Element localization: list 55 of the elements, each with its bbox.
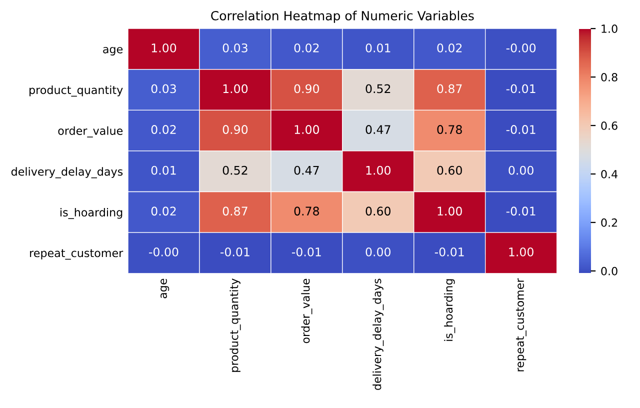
data-label: 0.60 [437, 166, 462, 175]
chart-title: Correlation Heatmap of Numeric Variables [211, 10, 474, 23]
data-label: 1.00 [152, 43, 176, 52]
x-tick-label: order_value [301, 278, 312, 344]
data-label: 0.52 [366, 84, 390, 94]
data-label: -0.00 [149, 247, 178, 256]
data-label: -0.01 [434, 247, 464, 256]
data-label: 0.03 [151, 84, 176, 94]
data-label: 1.00 [294, 125, 320, 134]
x-tick-label: delivery_delay_days [372, 278, 384, 390]
data-label: 0.01 [366, 43, 390, 52]
y-tick-label: repeat_customer [30, 249, 124, 260]
data-label: 0.87 [222, 206, 248, 216]
data-label: 1.00 [366, 166, 390, 175]
color-bar-label: 1.0 [602, 24, 618, 33]
data-label: 0.00 [508, 166, 534, 175]
data-label: 0.02 [294, 43, 319, 52]
data-label: 0.87 [437, 84, 462, 94]
y-tick-label: product_quantity [30, 86, 123, 97]
color-bar-label: 0.6 [601, 121, 618, 130]
data-label: 0.47 [366, 125, 390, 134]
x-tick-label: age [160, 278, 170, 298]
data-label: 0.01 [151, 166, 176, 175]
color-bar-label: 0.8 [601, 73, 618, 82]
data-label: -0.00 [506, 43, 536, 52]
data-label: -0.01 [506, 125, 536, 134]
data-label: 0.52 [222, 166, 248, 175]
data-label: 0.00 [366, 247, 390, 256]
y-tick-label: age [103, 46, 123, 56]
x-tick-label: is_hoarding [444, 279, 456, 341]
y-tick-label: is_hoarding [60, 208, 122, 219]
data-label: 0.90 [294, 84, 320, 94]
data-label: -0.01 [506, 206, 536, 216]
data-label: 1.00 [509, 247, 534, 256]
y-tick-label: order_value [58, 126, 123, 138]
x-tick-label: repeat_customer [516, 278, 526, 372]
data-label: 0.02 [437, 43, 462, 52]
data-label: 1.00 [223, 84, 248, 94]
color-bar-label: 0.0 [601, 266, 618, 276]
data-label: 0.02 [151, 125, 176, 134]
y-tick-label: delivery_delay_days [11, 167, 123, 178]
color-bar-label: 0.4 [601, 170, 618, 178]
data-label: 0.90 [222, 125, 248, 134]
data-label: 0.02 [151, 206, 176, 216]
color-bar-label: 0.2 [601, 218, 617, 227]
data-label: 0.47 [294, 166, 319, 175]
x-tick-label: product_quantity [230, 278, 241, 372]
data-label: 0.03 [222, 43, 248, 52]
data-label: 1.00 [438, 206, 462, 216]
data-label: -0.01 [506, 84, 536, 94]
data-label: 0.60 [366, 206, 390, 216]
data-label: 0.78 [294, 206, 319, 216]
data-label: 0.78 [437, 125, 462, 134]
data-label: -0.01 [220, 247, 250, 256]
data-label: -0.01 [292, 247, 321, 256]
